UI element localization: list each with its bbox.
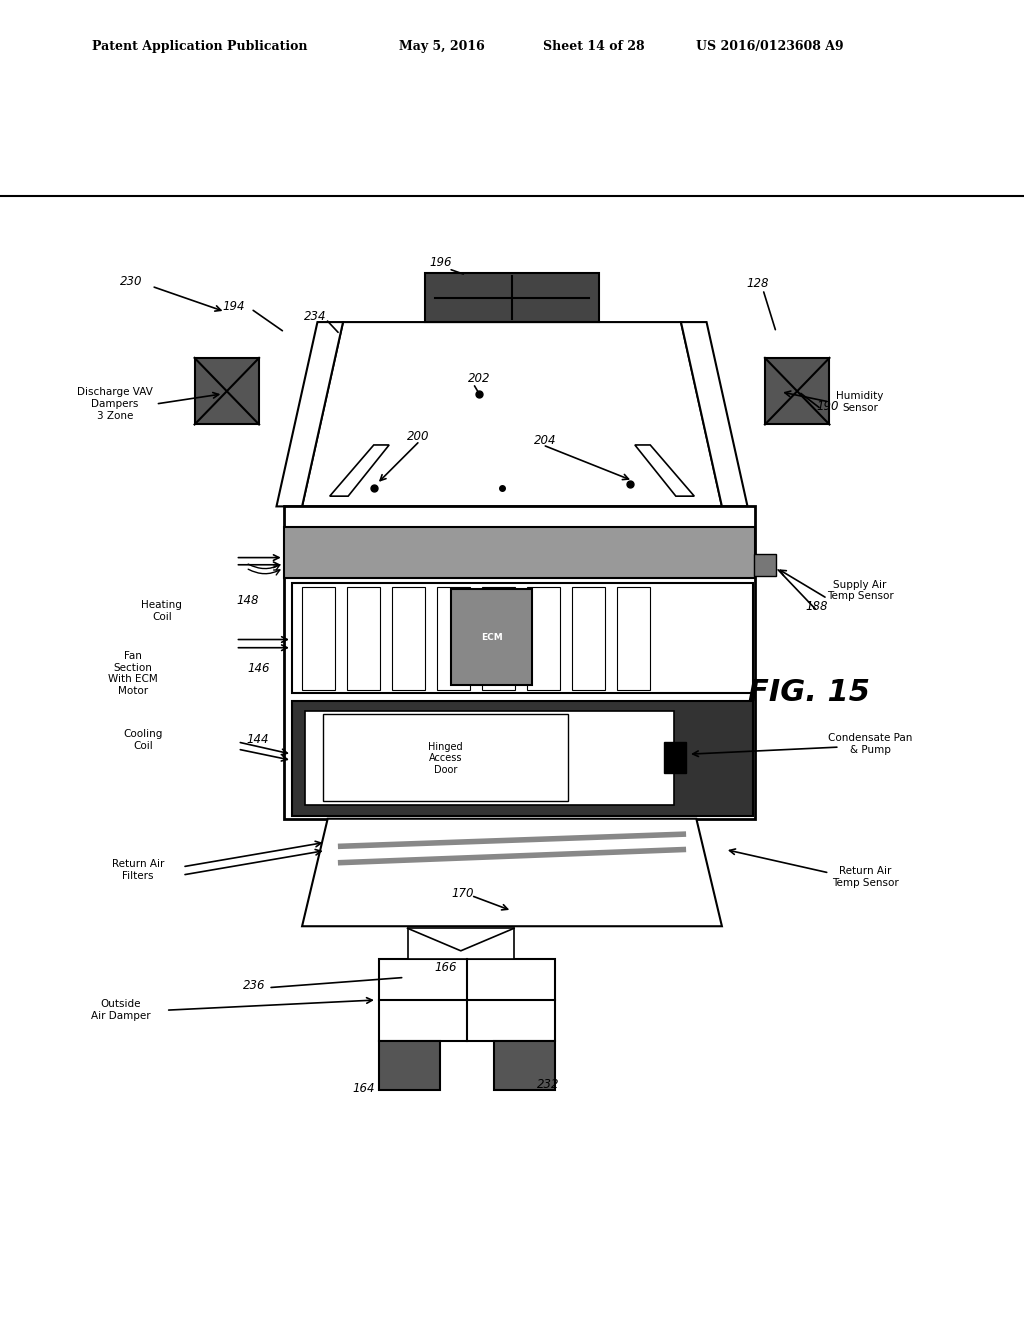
Text: Hinged
Access
Door: Hinged Access Door — [428, 742, 463, 775]
Text: Return Air
Filters: Return Air Filters — [112, 859, 165, 880]
Bar — [284, 527, 755, 578]
Polygon shape — [276, 322, 343, 507]
Text: 190: 190 — [816, 400, 839, 413]
Bar — [379, 960, 555, 1041]
Text: Humidity
Sensor: Humidity Sensor — [837, 391, 884, 413]
Text: 170: 170 — [452, 887, 474, 900]
Bar — [305, 711, 674, 805]
Text: Supply Air
Temp Sensor: Supply Air Temp Sensor — [826, 579, 894, 601]
Text: 232: 232 — [537, 1078, 559, 1092]
Text: 194: 194 — [222, 300, 245, 313]
Bar — [664, 742, 686, 772]
Text: 234: 234 — [304, 310, 327, 323]
Bar — [392, 587, 425, 689]
Text: May 5, 2016: May 5, 2016 — [399, 40, 485, 53]
Text: 236: 236 — [243, 979, 265, 993]
Polygon shape — [330, 445, 389, 496]
Text: Outside
Air Damper: Outside Air Damper — [91, 999, 151, 1020]
Bar — [572, 587, 605, 689]
Bar — [451, 589, 532, 685]
Bar — [379, 1041, 440, 1090]
Text: 146: 146 — [248, 661, 270, 675]
Text: Return Air
Temp Sensor: Return Air Temp Sensor — [831, 866, 899, 888]
Bar — [754, 553, 776, 576]
Bar — [347, 587, 380, 689]
Polygon shape — [681, 322, 748, 507]
Text: Fan
Section
With ECM
Motor: Fan Section With ECM Motor — [109, 651, 158, 696]
Text: 166: 166 — [434, 961, 457, 974]
Text: Patent Application Publication: Patent Application Publication — [92, 40, 307, 53]
Text: Discharge VAV
Dampers
3 Zone: Discharge VAV Dampers 3 Zone — [77, 387, 153, 421]
Bar — [195, 358, 259, 425]
Text: 200: 200 — [407, 430, 429, 444]
Bar — [765, 358, 829, 425]
Bar — [323, 714, 568, 801]
Text: 144: 144 — [247, 734, 269, 746]
Bar — [617, 587, 650, 689]
Text: 148: 148 — [237, 594, 259, 607]
Bar — [482, 587, 515, 689]
Text: 128: 128 — [746, 277, 769, 289]
Bar — [425, 273, 599, 322]
Bar — [284, 507, 755, 818]
Text: 164: 164 — [352, 1081, 375, 1094]
Bar — [302, 587, 335, 689]
Bar — [527, 587, 560, 689]
Text: 196: 196 — [429, 256, 452, 269]
Polygon shape — [302, 818, 722, 927]
Text: 230: 230 — [120, 275, 142, 288]
Text: 204: 204 — [534, 434, 556, 447]
Text: Condensate Pan
& Pump: Condensate Pan & Pump — [828, 733, 912, 755]
Text: Cooling
Coil: Cooling Coil — [124, 729, 163, 751]
Text: 202: 202 — [468, 372, 490, 385]
Polygon shape — [302, 322, 722, 507]
Polygon shape — [635, 445, 694, 496]
Text: ECM: ECM — [480, 634, 503, 642]
Text: US 2016/0123608 A9: US 2016/0123608 A9 — [696, 40, 844, 53]
Polygon shape — [408, 928, 514, 960]
Bar — [292, 701, 753, 816]
Bar — [292, 583, 753, 693]
Text: Sheet 14 of 28: Sheet 14 of 28 — [543, 40, 644, 53]
Bar — [494, 1041, 555, 1090]
Bar — [437, 587, 470, 689]
Text: Heating
Coil: Heating Coil — [141, 601, 182, 622]
Text: 188: 188 — [806, 601, 828, 614]
Text: FIG. 15: FIG. 15 — [748, 678, 870, 708]
